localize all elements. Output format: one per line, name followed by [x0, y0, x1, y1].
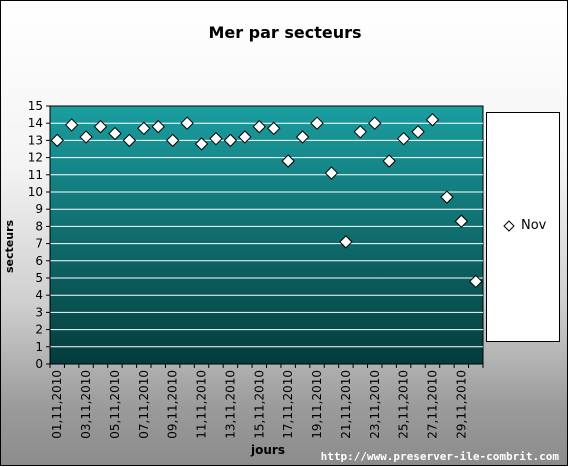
y-axis-label: secteurs — [3, 219, 16, 273]
x-tick-label: 23,11,2010 — [368, 370, 382, 439]
data-point — [180, 116, 194, 130]
y-tick-label: 15 — [28, 99, 43, 113]
data-point — [209, 131, 223, 146]
data-point — [238, 130, 252, 144]
x-tick-label: 11,11,2010 — [195, 370, 209, 439]
data-point — [310, 116, 324, 130]
x-axis-ticks: 01,11,2010 03,11,2010 05,11,2010 07,11,2010… — [49, 364, 484, 439]
data-point — [382, 154, 396, 168]
x-tick-label: 25,11,2010 — [397, 370, 411, 439]
chart-title: Mer par secteurs — [208, 23, 362, 42]
data-point — [469, 274, 483, 289]
x-tick-label: 21,11,2010 — [339, 370, 353, 439]
y-tick-label: 4 — [35, 288, 43, 302]
y-tick-label: 7 — [35, 237, 43, 251]
data-point — [252, 119, 266, 134]
data-point — [223, 133, 238, 148]
x-tick-label: 17,11,2010 — [281, 370, 295, 439]
plot-area — [49, 105, 484, 365]
y-tick-label: 2 — [35, 323, 43, 337]
y-tick-label: 13 — [28, 133, 43, 147]
data-point — [324, 166, 339, 180]
data-point — [425, 113, 440, 127]
watermark-url: http://www.preserver-ile-combrit.com — [320, 450, 559, 463]
y-tick-label: 0 — [35, 357, 43, 371]
data-point — [267, 121, 281, 136]
y-tick-label: 1 — [35, 340, 43, 354]
data-point — [50, 133, 64, 148]
data-point — [281, 154, 295, 168]
x-tick-label: 19,11,2010 — [310, 370, 324, 439]
data-point — [108, 126, 122, 141]
data-point — [353, 125, 368, 139]
data-point — [368, 116, 382, 130]
data-point — [454, 214, 469, 228]
y-tick-label: 8 — [35, 219, 43, 233]
data-point — [137, 121, 151, 136]
x-tick-label: 03,11,2010 — [79, 370, 93, 439]
x-tick-label: 09,11,2010 — [166, 370, 180, 439]
data-point — [339, 235, 353, 249]
y-tick-label: 14 — [28, 116, 43, 130]
y-tick-label: 9 — [35, 202, 43, 216]
legend-label: Nov — [521, 218, 547, 233]
legend-item: Nov — [503, 218, 546, 233]
data-point — [194, 137, 209, 151]
x-tick-label: 05,11,2010 — [108, 370, 122, 439]
data-points — [50, 113, 483, 289]
y-tick-label: 6 — [35, 254, 43, 268]
x-tick-label: 01,11,2010 — [50, 370, 64, 439]
x-tick-label: 29,11,2010 — [454, 370, 468, 439]
data-point — [93, 119, 108, 134]
data-point — [165, 133, 180, 148]
x-tick-label: 15,11,2010 — [252, 370, 266, 439]
y-tick-label: 5 — [35, 271, 43, 285]
data-point — [122, 133, 137, 148]
y-tick-label: 11 — [28, 168, 43, 182]
data-point — [151, 119, 165, 134]
y-tick-label: 3 — [35, 305, 43, 319]
x-tick-label: 27,11,2010 — [425, 370, 439, 439]
data-point — [411, 125, 425, 139]
data-point — [295, 130, 310, 144]
data-point — [440, 190, 454, 204]
x-tick-label: 13,11,2010 — [223, 370, 237, 439]
y-tick-label: 12 — [28, 151, 43, 165]
legend: Nov — [486, 112, 560, 342]
gridlines — [50, 122, 483, 348]
x-axis-label: jours — [251, 443, 285, 457]
y-tick-label: 10 — [28, 185, 43, 199]
data-point — [64, 118, 79, 132]
diamond-marker-icon — [503, 219, 515, 232]
x-tick-label: 07,11,2010 — [137, 370, 151, 439]
data-point — [79, 130, 93, 144]
data-point — [396, 131, 411, 146]
